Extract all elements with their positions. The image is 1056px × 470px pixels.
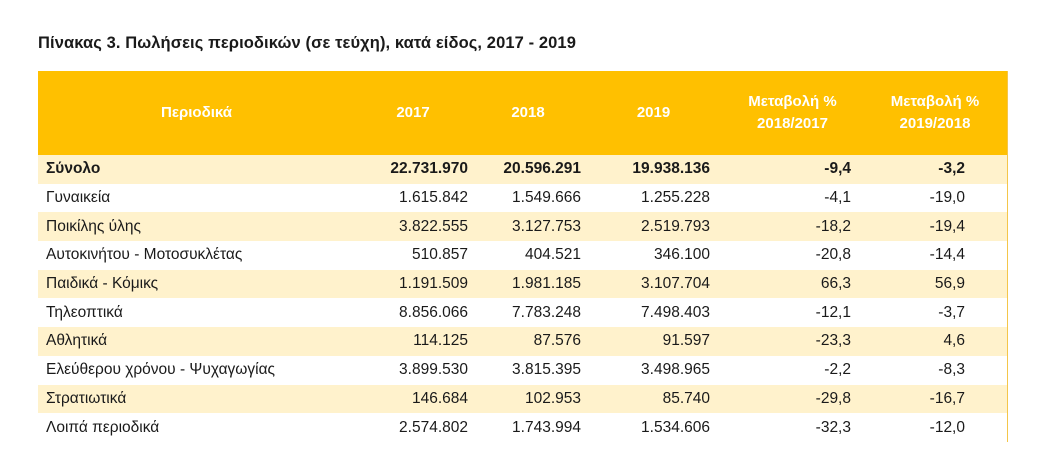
cell-change-2019-2018: -19,0 xyxy=(929,189,965,207)
header-change-2018-2017: Μεταβολή % 2018/2017 xyxy=(722,71,863,155)
cell-magazine-type: Ποικίλης ύλης xyxy=(46,217,141,235)
table-row: Ελεύθερου χρόνου - Ψυχαγωγίας 3.899.530 3.… xyxy=(38,355,1007,385)
cell-magazine-type: Γυναικεία xyxy=(46,189,111,207)
cell-2018: 3.815.395 xyxy=(512,361,581,379)
cell-change-2019-2018: 56,9 xyxy=(934,275,965,293)
table-row: Ποικίλης ύλης 3.822.555 3.127.753 2.519.793… xyxy=(38,212,1007,242)
cell-change-2019-2018: -3,2 xyxy=(938,160,965,178)
cell-change-2019-2018: -16,7 xyxy=(929,389,965,407)
magazine-sales-table: Περιοδικά 2017 2018 2019 Μεταβολή % 2018… xyxy=(38,71,1007,442)
cell-2017: 146.684 xyxy=(411,389,468,407)
cell-2019: 3.498.965 xyxy=(641,361,710,379)
table-row: Αυτοκινήτου - Μοτοσυκλέτας 510.857 404.521… xyxy=(38,241,1007,270)
cell-2017: 8.856.066 xyxy=(399,303,468,321)
cell-2019: 346.100 xyxy=(653,246,710,264)
cell-magazine-type: Σύνολο xyxy=(46,160,101,178)
cell-2019: 91.597 xyxy=(662,332,710,350)
table-row: Στρατιωτικά 146.684 102.953 85.740 -29,8 -16,… xyxy=(38,384,1007,414)
cell-2019: 19.938.136 xyxy=(632,160,710,178)
header-2018: 2018 xyxy=(511,104,545,121)
cell-2018: 1.743.994 xyxy=(512,418,581,436)
header-change2-line2: 2019/2018 xyxy=(899,115,971,132)
table-row: Αθλητικά 114.125 87.576 91.597 -23,3 4,6 xyxy=(38,327,1007,356)
cell-magazine-type: Παιδικά - Κόμικς xyxy=(46,275,159,293)
cell-change-2019-2018: -8,3 xyxy=(938,361,965,379)
cell-change-2018-2017: -32,3 xyxy=(815,418,851,436)
table-row-total: Σύνολο 22.731.970 20.596.291 19.938.136 -9,4… xyxy=(38,155,1007,184)
cell-change-2019-2018: -12,0 xyxy=(929,418,965,436)
cell-2017: 3.899.530 xyxy=(399,361,468,379)
cell-2018: 404.521 xyxy=(524,246,581,264)
cell-magazine-type: Ελεύθερου χρόνου - Ψυχαγωγίας xyxy=(46,361,276,379)
cell-change-2018-2017: -9,4 xyxy=(824,160,851,178)
cell-change-2018-2017: 66,3 xyxy=(820,275,851,293)
cell-change-2018-2017: -12,1 xyxy=(815,303,851,321)
cell-change-2018-2017: -2,2 xyxy=(824,361,851,379)
cell-2019: 7.498.403 xyxy=(641,303,710,321)
cell-2017: 1.191.509 xyxy=(399,275,468,293)
cell-2018: 87.576 xyxy=(533,332,581,350)
cell-2017: 22.731.970 xyxy=(390,160,468,178)
cell-2018: 1.549.666 xyxy=(512,189,581,207)
header-change1-line2: 2018/2017 xyxy=(757,115,828,132)
cell-change-2019-2018: -3,7 xyxy=(938,303,965,321)
cell-change-2019-2018: -14,4 xyxy=(929,246,965,264)
cell-2017: 3.822.555 xyxy=(399,217,468,235)
cell-change-2018-2017: -20,8 xyxy=(815,246,851,264)
header-row: Περιοδικά 2017 2018 2019 Μεταβολή % 2018… xyxy=(38,71,1007,155)
cell-2019: 3.107.704 xyxy=(641,275,710,293)
table-title: Πίνακας 3. Πωλήσεις περιοδικών (σε τεύχη… xyxy=(38,34,576,52)
table-row: Παιδικά - Κόμικς 1.191.509 1.981.185 3.107.… xyxy=(38,269,1007,299)
header-2019: 2019 xyxy=(636,104,671,121)
cell-magazine-type: Στρατιωτικά xyxy=(46,389,127,407)
cell-2017: 1.615.842 xyxy=(399,189,468,207)
cell-2018: 1.981.185 xyxy=(512,275,581,293)
header-change-2019-2018: Μεταβολή % 2019/2018 xyxy=(863,71,1007,155)
table-header: Περιοδικά 2017 2018 2019 Μεταβολή % 2018… xyxy=(38,71,1007,155)
cell-2019: 2.519.793 xyxy=(641,217,710,235)
table-row: Λοιπά περιοδικά 2.574.802 1.743.994 1.534.6… xyxy=(38,413,1007,442)
table-body: Σύνολο 22.731.970 20.596.291 19.938.136 -9,4… xyxy=(38,155,1007,442)
cell-2018: 3.127.753 xyxy=(512,217,581,235)
cell-magazine-type: Τηλεοπτικά xyxy=(46,303,123,321)
cell-magazine-type: Λοιπά περιοδικά xyxy=(46,418,160,436)
cell-change-2019-2018: -19,4 xyxy=(929,217,965,235)
table-row: Γυναικεία 1.615.842 1.549.666 1.255.228 -4,1… xyxy=(38,183,1007,213)
cell-change-2019-2018: 4,6 xyxy=(943,332,965,350)
cell-2019: 1.534.606 xyxy=(641,418,710,436)
cell-2019: 85.740 xyxy=(662,389,710,407)
cell-2017: 114.125 xyxy=(413,332,468,350)
cell-2017: 510.857 xyxy=(411,246,468,264)
header-magazines: Περιοδικά xyxy=(161,104,232,121)
cell-magazine-type: Αυτοκινήτου - Μοτοσυκλέτας xyxy=(46,246,243,264)
cell-change-2018-2017: -23,3 xyxy=(815,332,851,350)
table-row: Τηλεοπτικά 8.856.066 7.783.248 7.498.403 -12… xyxy=(38,298,1007,328)
cell-change-2018-2017: -18,2 xyxy=(815,217,851,235)
cell-2019: 1.255.228 xyxy=(641,189,710,207)
cell-2018: 7.783.248 xyxy=(512,303,581,321)
cell-change-2018-2017: -29,8 xyxy=(815,389,851,407)
cell-change-2018-2017: -4,1 xyxy=(824,189,851,207)
cell-2018: 20.596.291 xyxy=(503,160,581,178)
cell-2018: 102.953 xyxy=(524,389,581,407)
header-change2-line1: Μεταβολή % xyxy=(890,93,980,110)
cell-magazine-type: Αθλητικά xyxy=(46,332,108,350)
cell-2017: 2.574.802 xyxy=(399,418,468,436)
magazine-sales-table-container: Περιοδικά 2017 2018 2019 Μεταβολή % 2018… xyxy=(38,71,1008,442)
header-2017: 2017 xyxy=(396,104,430,121)
header-change1-line1: Μεταβολή % xyxy=(748,93,837,110)
